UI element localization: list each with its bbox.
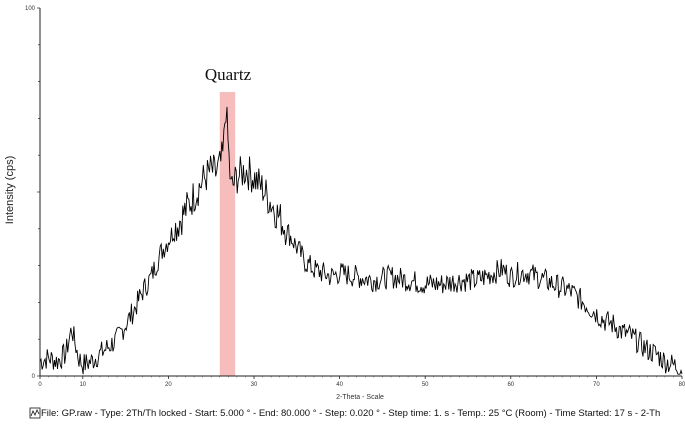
intensity-series-line xyxy=(39,106,683,375)
x-tick-label: 60 xyxy=(507,382,514,388)
footer: File: GP.raw - Type: 2Th/Th locked - Sta… xyxy=(29,407,660,419)
quartz-annotation: Quartz xyxy=(205,65,252,84)
x-tick-label: 10 xyxy=(79,382,86,388)
x-tick-label: 80 xyxy=(679,382,685,388)
x-tick-label: 0 xyxy=(38,382,42,388)
ticks: 0 10 20 30 40 50 60 70 80 0 100 xyxy=(25,6,685,388)
x-tick-label: 20 xyxy=(165,382,172,388)
x-axis-label: 2-Theta - Scale xyxy=(336,394,384,401)
y-axis-label: Intensity (cps) xyxy=(4,156,16,224)
x-tick-label: 30 xyxy=(251,382,258,388)
y-tick-label: 100 xyxy=(25,6,36,12)
pattern-icon xyxy=(29,407,41,419)
quartz-highlight xyxy=(219,92,236,376)
x-tick-label: 50 xyxy=(422,382,429,388)
x-tick-label: 40 xyxy=(336,382,343,388)
plot-area xyxy=(39,106,683,375)
footer-text: File: GP.raw - Type: 2Th/Th locked - Sta… xyxy=(41,408,660,419)
y-tick-label: 0 xyxy=(32,374,36,380)
x-tick-label: 70 xyxy=(593,382,600,388)
